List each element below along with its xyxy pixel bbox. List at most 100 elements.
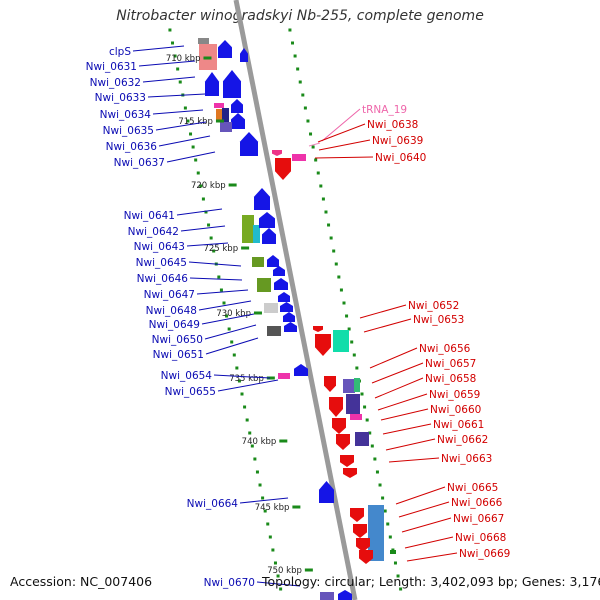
gene-label-leader	[188, 261, 242, 267]
gene-label-left: Nwi_0647	[144, 289, 195, 301]
scale-tick-label: 740 kbp	[242, 437, 277, 447]
gene-label-right: Nwi_0658	[425, 373, 476, 385]
gene-label-right: Nwi_0640	[375, 152, 426, 164]
gene-label-left: Nwi_0641	[124, 210, 175, 222]
gene-label-leader	[152, 109, 204, 115]
gene-label-left: Nwi_0670	[204, 577, 255, 589]
gene-feature-box	[333, 330, 349, 352]
gene-label-leader	[317, 123, 366, 143]
reverse-gene-arrow	[332, 418, 346, 434]
scale-tick-label: 750 kbp	[267, 566, 302, 576]
forward-gene-arrow	[259, 212, 275, 228]
forward-gene-arrow	[319, 481, 334, 503]
gene-feature-box	[214, 103, 224, 108]
gene-feature-box	[198, 38, 209, 44]
reverse-gene-arrow	[336, 434, 350, 450]
gene-label-left: Nwi_0642	[128, 226, 179, 238]
gene-feature-box	[343, 379, 355, 393]
gene-feature-box	[292, 154, 306, 161]
gene-label-right: tRNA_19	[362, 104, 407, 116]
forward-gene-arrow	[284, 322, 297, 332]
gene-label-leader	[377, 393, 428, 411]
reverse-gene-arrow	[343, 468, 357, 478]
gene-label-right: Nwi_0662	[437, 434, 488, 446]
accession-text: Accession: NC_007406	[10, 574, 153, 589]
gene-feature-box	[253, 225, 260, 243]
reverse-gene-arrow	[359, 550, 373, 564]
gene-label-leader	[369, 347, 418, 369]
gene-label-leader	[142, 76, 196, 83]
gene-label-leader	[239, 497, 289, 504]
forward-gene-arrow	[338, 590, 352, 600]
left-gene-labels: clpS Nwi_0631 Nwi_0632 Nwi_0633 Nwi_0634 Nwi_…	[86, 45, 301, 589]
forward-gene-arrow	[283, 312, 295, 322]
right-gene-labels: tRNA_19 Nwi_0638 Nwi_0639 Nwi_0640 Nwi_0652 N…	[314, 104, 510, 562]
forward-gene-arrow	[273, 266, 285, 276]
gene-feature-box	[220, 122, 232, 132]
gene-label-right: Nwi_0668	[455, 532, 506, 544]
forward-gene-arrow	[231, 113, 245, 129]
gene-label-leader	[217, 379, 279, 392]
gene-label-leader	[205, 337, 259, 355]
gene-label-left: Nwi_0632	[90, 77, 141, 89]
scale-ticks: 710 kbp 715 kbp 720 kbp 725 kbp 730 kbp 735 k…	[166, 54, 313, 576]
trna-connector	[308, 142, 321, 147]
reverse-gene-arrow	[329, 397, 343, 417]
scale-tick-label: 730 kbp	[216, 309, 251, 319]
gene-feature-box	[278, 373, 290, 379]
gene-feature-box	[350, 414, 362, 420]
gene-label-left: Nwi_0646	[137, 273, 189, 285]
gene-label-leader	[380, 408, 429, 421]
reverse-gene-arrow	[315, 334, 331, 356]
gene-label-left: Nwi_0655	[165, 386, 216, 398]
gene-label-left: Nwi_0650	[152, 334, 203, 346]
gene-label-leader	[314, 156, 374, 159]
gene-feature-box	[320, 592, 334, 600]
gene-label-leader	[204, 324, 257, 340]
gene-label-left: Nwi_0637	[114, 157, 165, 169]
forward-gene-arrow	[267, 255, 279, 267]
reverse-gene-arrow	[353, 524, 367, 538]
gene-label-leader	[374, 377, 424, 399]
gene-feature-box	[346, 394, 360, 414]
gene-label-leader	[176, 208, 223, 216]
gene-label-leader	[196, 289, 249, 295]
gene-label-leader	[398, 501, 450, 518]
gene-feature-box	[368, 505, 384, 561]
scale-tick-label: 715 kbp	[178, 117, 213, 127]
gene-label-right: Nwi_0661	[433, 419, 484, 431]
gene-features	[198, 38, 396, 600]
gene-label-left: clpS	[109, 46, 131, 58]
gene-label-left: Nwi_0635	[103, 125, 154, 137]
gene-label-leader	[201, 313, 255, 325]
gene-label-leader	[382, 423, 432, 435]
gene-label-left: Nwi_0654	[161, 370, 213, 382]
gene-feature-box	[222, 108, 229, 122]
forward-gene-arrow	[223, 70, 241, 98]
gene-label-leader	[189, 277, 243, 281]
forward-gene-arrow	[231, 99, 243, 113]
gene-label-leader	[401, 517, 452, 533]
gene-label-leader	[363, 318, 412, 333]
forward-gene-arrow	[262, 228, 276, 244]
gene-label-leader	[321, 108, 361, 142]
gene-label-left: Nwi_0643	[134, 241, 185, 253]
gene-label-right: Nwi_0653	[413, 314, 464, 326]
gene-label-right: Nwi_0660	[430, 404, 481, 416]
genome-backbone	[233, 0, 358, 600]
reverse-gene-arrow	[324, 376, 336, 392]
gene-label-leader	[132, 45, 185, 52]
gene-label-left: Nwi_0636	[106, 141, 158, 153]
gene-label-leader	[395, 486, 446, 505]
reverse-gene-arrow	[340, 455, 354, 467]
forward-gene-arrow	[240, 48, 248, 62]
gene-label-leader	[138, 60, 196, 67]
gene-label-right: Nwi_0652	[408, 300, 459, 312]
gene-label-leader	[385, 438, 436, 451]
gene-label-leader	[155, 121, 207, 131]
gene-label-left: Nwi_0648	[146, 305, 197, 317]
forward-gene-arrow	[240, 132, 258, 156]
gene-label-left: Nwi_0634	[100, 109, 152, 121]
gene-label-leader	[406, 552, 458, 562]
